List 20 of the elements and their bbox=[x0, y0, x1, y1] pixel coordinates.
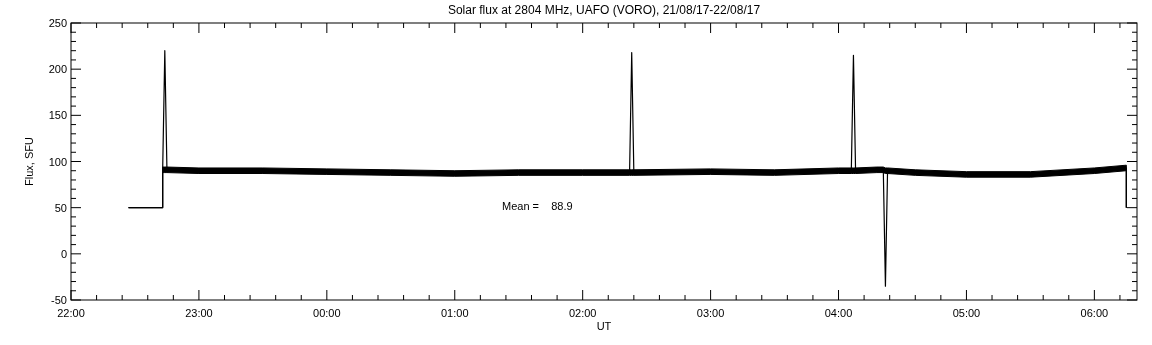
x-tick-label: 06:00 bbox=[1080, 307, 1109, 319]
y-tick-label: 0 bbox=[60, 247, 67, 260]
y-tick-label: 50 bbox=[54, 201, 67, 214]
x-tick-label: 04:00 bbox=[824, 307, 853, 319]
x-tick-label: 22:00 bbox=[57, 307, 85, 319]
y-tick-label: 200 bbox=[48, 63, 67, 76]
x-tick-label: 00:00 bbox=[313, 307, 341, 319]
chart-title: Solar flux at 2804 MHz, UAFO (VORO), 21/08/17-22/08/17 bbox=[447, 3, 761, 17]
y-axis-title: Flux, SFU bbox=[23, 137, 35, 186]
y-tick-label: -50 bbox=[51, 294, 67, 306]
x-axis-title: UT bbox=[596, 320, 612, 332]
y-tick-label: 100 bbox=[48, 155, 67, 168]
x-tick-label: 23:00 bbox=[185, 307, 213, 319]
annotation: Mean = 88.9 bbox=[502, 200, 573, 212]
x-tick-label: 05:00 bbox=[952, 307, 981, 319]
x-tick-label: 03:00 bbox=[696, 307, 725, 319]
x-tick-label: 02:00 bbox=[568, 307, 597, 319]
y-tick-label: 250 bbox=[48, 17, 67, 29]
x-tick-label: 01:00 bbox=[440, 307, 469, 319]
y-tick-label: 150 bbox=[48, 109, 67, 122]
